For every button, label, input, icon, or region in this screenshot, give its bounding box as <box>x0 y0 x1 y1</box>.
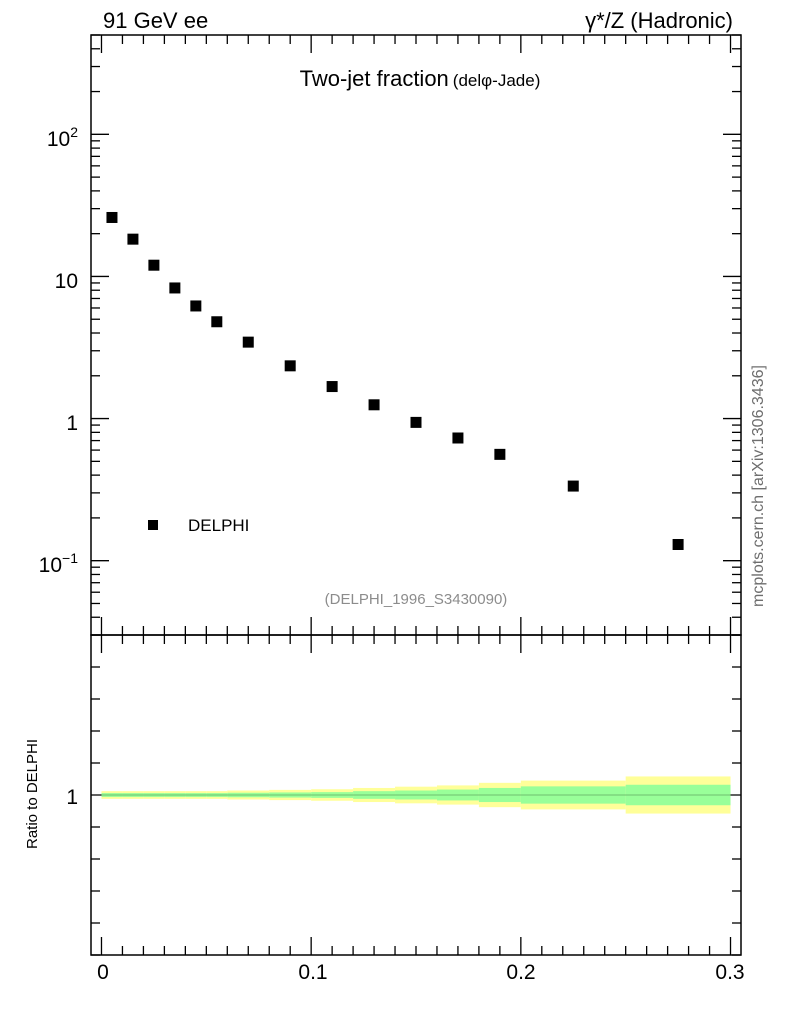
legend-label-delphi: DELPHI <box>188 516 249 535</box>
analysis-id-label: (DELPHI_1996_S3430090) <box>325 591 508 608</box>
y-tick-label-0p1: 10−1 <box>39 550 79 577</box>
data-point-delphi <box>148 259 160 271</box>
header-left-label: 91 GeV ee <box>103 8 208 33</box>
x-tick-label-0: 0 <box>97 961 109 984</box>
data-points <box>106 211 684 550</box>
data-point-delphi <box>494 448 506 460</box>
axis-ticks <box>91 34 741 956</box>
data-point-delphi <box>106 211 118 223</box>
data-point-delphi <box>452 432 464 444</box>
side-source-label: mcplots.cern.ch [arXiv:1306.3436] <box>750 365 767 607</box>
legend-marker-delphi <box>148 520 158 530</box>
chart-title-group: Two-jet fraction (delφ-Jade) <box>300 66 541 91</box>
ratio-y-tick-label-1: 1 <box>66 786 78 809</box>
y-tick-label-100: 102 <box>47 124 78 151</box>
data-point-delphi <box>326 381 338 393</box>
y-tick-label-10: 10 <box>55 270 78 293</box>
data-point-delphi <box>242 336 254 348</box>
data-point-delphi <box>672 538 684 550</box>
x-tick-label-0p1: 0.1 <box>298 961 327 984</box>
data-point-delphi <box>368 399 380 411</box>
data-point-delphi <box>190 300 202 312</box>
x-tick-label-0p3: 0.3 <box>715 961 744 984</box>
y-tick-label-1: 1 <box>66 412 78 435</box>
ratio-y-axis-label: Ratio to DELPHI <box>24 739 41 849</box>
chart-title: Two-jet fraction <box>300 66 449 91</box>
data-point-delphi <box>284 360 296 372</box>
data-point-delphi <box>127 233 139 245</box>
data-point-delphi <box>410 416 422 428</box>
x-tick-label-0p2: 0.2 <box>506 961 535 984</box>
ratio-bands <box>101 776 731 814</box>
data-point-delphi <box>169 282 181 294</box>
main-plot-frame <box>90 34 742 636</box>
data-point-delphi <box>567 480 579 492</box>
data-point-delphi <box>211 316 223 328</box>
header-right-label: γ*/Z (Hadronic) <box>585 8 733 33</box>
chart-subtitle: (delφ-Jade) <box>453 71 541 90</box>
